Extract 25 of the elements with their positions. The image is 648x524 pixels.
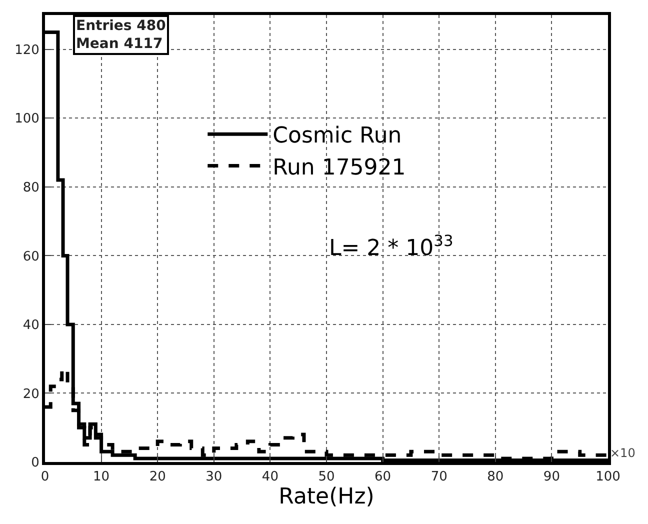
legend-label: Cosmic Run [272,124,402,149]
x-tick-label: 80 [487,470,504,485]
x-tick-label: 0 [40,470,50,485]
x-tick-label: 60 [374,470,392,485]
annotation: Mean 4117 [76,36,163,52]
y-tick-label: 100 [14,112,40,127]
x-tick-label: 20 [149,470,166,485]
x-tick-label: 50 [318,470,335,485]
y-tick-label: 20 [22,386,40,402]
legend-label: Run 175921 [272,155,406,180]
y-tick-label: 0 [31,456,40,471]
x-tick-label: 10 [93,470,110,485]
x-tick-label: 90 [543,470,560,485]
x-tick-label: 70 [430,470,448,485]
y-tick-label: 120 [14,42,40,58]
annotation: Entries 480 [76,18,166,34]
x-axis-title: Rate(Hz) [278,484,374,510]
y-tick-label: 80 [22,180,40,196]
x-tick-label: 30 [206,470,222,485]
y-tick-label: 60 [22,249,40,264]
x-tick-label: 100 [596,470,620,485]
annotation: L= 2 * 10$^{33}$ [329,232,454,262]
y-tick-label: 40 [22,318,40,334]
text: ×10 [610,446,636,460]
x-tick-label: 40 [262,470,278,485]
